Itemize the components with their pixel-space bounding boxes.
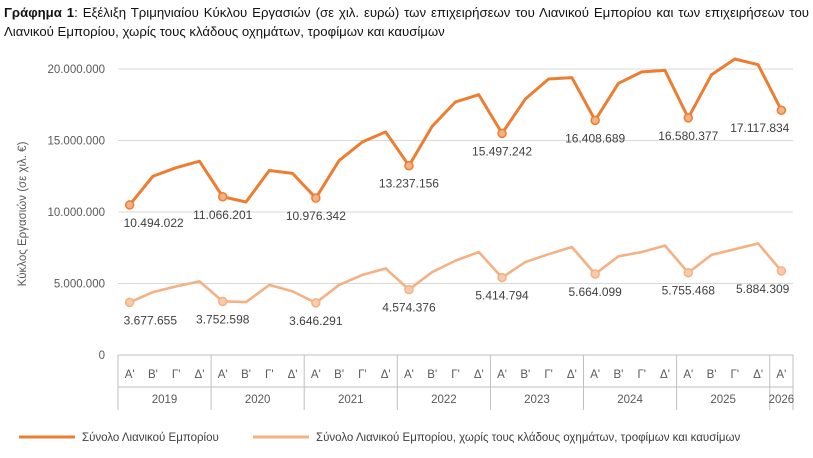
y-tick-label: 0: [99, 350, 105, 362]
series-line-2: [128, 242, 783, 305]
x-tick-label: Β': [613, 369, 623, 381]
data-label: 3.646.291: [289, 314, 343, 328]
data-point: [590, 269, 600, 279]
x-tick-label: Γ': [544, 369, 553, 381]
data-label: 5.884.309: [736, 282, 790, 296]
caption-prefix: Γράφημα 1: [4, 5, 75, 20]
x-tick-label: Β': [334, 369, 344, 381]
x-tick-label: Β': [520, 369, 530, 381]
caption-text: : Εξέλιξη Τριμηνιαίου Κύκλου Εργασιών (σ…: [4, 5, 810, 39]
data-point: [776, 266, 787, 276]
x-tick-label: Δ': [567, 369, 577, 381]
year-label: 2021: [338, 394, 364, 406]
data-label: 11.066.201: [193, 208, 252, 222]
data-point: [776, 105, 787, 115]
data-point: [497, 128, 507, 139]
year-label: 2023: [524, 394, 550, 406]
x-tick-label: Α': [590, 369, 600, 381]
data-point: [404, 284, 414, 295]
x-tick-label: Γ': [358, 369, 367, 381]
year-label: 2019: [152, 394, 178, 406]
x-tick-label: Δ': [753, 369, 763, 381]
data-label: 5.664.099: [568, 285, 622, 299]
data-point: [311, 193, 321, 203]
x-tick-label: Β': [427, 369, 437, 381]
data-point: [404, 160, 414, 171]
data-label: 16.408.689: [565, 131, 625, 145]
legend-item-1: Σύνολο Λιανικού Εμπορίου: [19, 432, 219, 444]
data-point: [683, 267, 694, 278]
x-tick-label: Α': [218, 369, 228, 381]
x-tick-label: Δ': [381, 369, 391, 381]
data-label: 10.494.022: [124, 216, 184, 230]
data-point: [217, 296, 228, 307]
x-tick-label: Δ': [660, 369, 670, 381]
legend-item-2: Σύνολο Λιανικού Εμπορίου, χωρίς τους κλά…: [253, 432, 740, 444]
data-point: [217, 192, 228, 202]
data-point: [311, 298, 321, 308]
y-axis-label: Κύκλος Εργασιών (σε χιλ. €): [17, 141, 29, 286]
legend-label: Σύνολο Λιανικού Εμπορίου: [82, 432, 219, 444]
data-label: 13.237.156: [379, 177, 439, 191]
data-label: 3.677.655: [124, 313, 178, 327]
y-tick-label: 15.000.000: [47, 136, 105, 148]
data-point: [124, 297, 135, 308]
x-tick-label: Α': [776, 369, 786, 381]
legend-label: Σύνολο Λιανικού Εμπορίου, χωρίς τους κλά…: [316, 432, 740, 444]
year-label: 2026: [769, 394, 795, 406]
x-tick-label: Α': [125, 369, 135, 381]
x-axis: Α' Β' Γ' Δ' Α' Β' Γ' Δ' Α' Β' Γ' Δ' Α' Β' Γ' Δ' Α' Β' Γ' Δ'…: [117, 354, 795, 410]
data-label: 4.574.376: [382, 301, 436, 315]
data-labels: 10.494.022 11.066.201 10.976.342 13.237.156…: [124, 121, 790, 328]
x-tick-label: Γ': [731, 369, 740, 381]
x-tick-label: Γ': [265, 369, 274, 381]
gridlines: [118, 68, 793, 284]
y-tick-label: 5.000.000: [54, 279, 105, 291]
y-tick-label: 20.000.000: [47, 64, 105, 76]
x-tick-label: Δ': [288, 369, 298, 381]
x-tick-label: Α': [311, 369, 321, 381]
data-point: [497, 272, 507, 283]
x-tick-label: Β': [148, 369, 158, 381]
data-point: [683, 113, 694, 123]
year-label: 2020: [245, 394, 271, 406]
data-label: 16.580.377: [658, 129, 718, 143]
x-tick-label: Δ': [474, 369, 484, 381]
x-tick-label: Β': [707, 369, 717, 381]
x-tick-label: Α': [683, 369, 693, 381]
y-tick-label: 10.000.000: [47, 207, 105, 219]
x-tick-label: Α': [497, 369, 507, 381]
year-label: 2022: [431, 394, 457, 406]
y-axis-ticks: 0 5.000.000 10.000.000 15.000.000 20.000.000: [47, 64, 105, 362]
data-point: [124, 200, 135, 210]
series-line-1: [128, 57, 783, 207]
x-tick-label: Δ': [195, 369, 205, 381]
data-label: 10.976.342: [286, 209, 346, 223]
series-lines: [124, 57, 787, 308]
x-tick-label: Γ': [637, 369, 646, 381]
chart-caption: Γράφημα 1: Εξέλιξη Τριμηνιαίου Κύκλου Ερ…: [4, 3, 809, 41]
year-label: 2025: [710, 394, 736, 406]
x-tick-label: Γ': [172, 369, 181, 381]
data-label: 5.755.468: [662, 284, 716, 298]
data-label: 17.117.834: [730, 121, 789, 135]
year-label: 2024: [617, 394, 643, 406]
data-label: 5.414.794: [475, 289, 529, 303]
data-label: 3.752.598: [196, 312, 250, 326]
data-point: [590, 115, 600, 126]
x-tick-label: Γ': [451, 369, 460, 381]
x-tick-label: Β': [241, 369, 251, 381]
legend: Σύνολο Λιανικού Εμπορίου Σύνολο Λιανικού …: [19, 432, 740, 444]
x-tick-label: Α': [404, 369, 414, 381]
data-label: 15.497.242: [472, 144, 532, 158]
